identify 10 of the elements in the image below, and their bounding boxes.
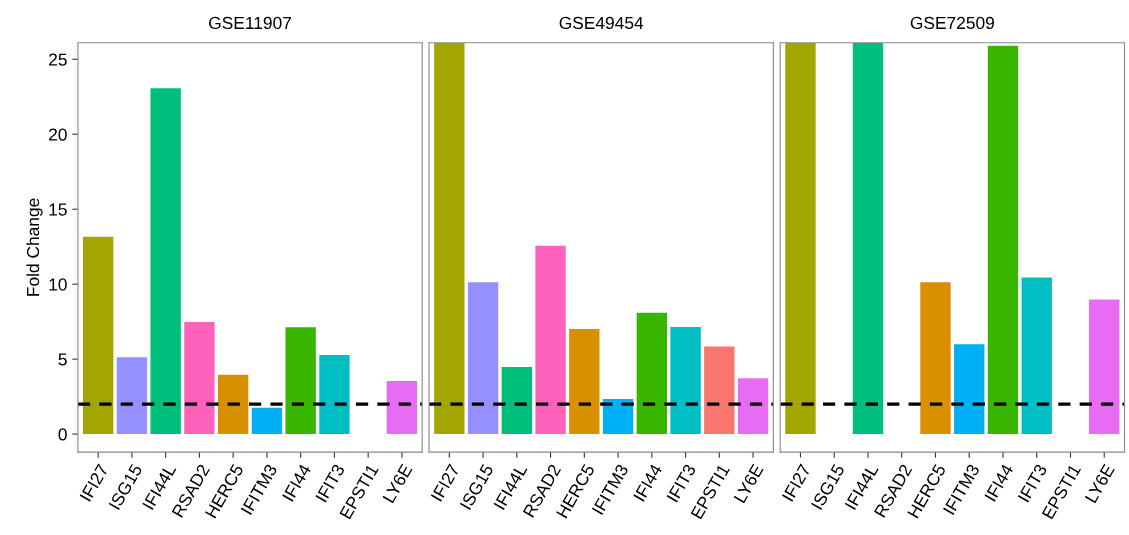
chart-title: GSE49454 [559, 16, 644, 30]
y-tick-label: 10 [49, 278, 67, 291]
chart-title: GSE72509 [910, 16, 994, 30]
chart-title: GSE11907 [209, 16, 291, 30]
y-tick-label: 25 [49, 53, 67, 66]
y-tick-label: 15 [49, 203, 67, 216]
y-axis-title: Fold Change [26, 198, 43, 296]
y-tick-label: 0 [58, 428, 67, 441]
y-tick-label: 20 [49, 128, 67, 141]
y-tick-label: 5 [58, 353, 67, 366]
